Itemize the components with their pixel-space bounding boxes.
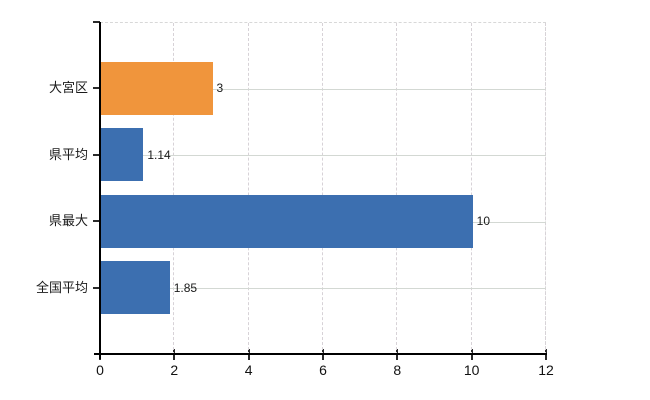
gridline-horizontal [100, 288, 546, 290]
x-tick-label: 2 [170, 362, 179, 378]
category-label: 県平均 [48, 146, 88, 162]
gridline-vertical [470, 23, 472, 355]
y-axis-tick [93, 153, 100, 156]
x-tick-label: 10 [463, 362, 480, 378]
y-axis-tick [93, 21, 100, 23]
gridline-vertical [322, 23, 323, 355]
gridline-vertical [396, 23, 398, 355]
x-tick-label: 8 [393, 362, 402, 378]
bar-value-label: 3 [216, 81, 224, 96]
gridline-horizontal [100, 88, 546, 90]
x-tick-label: 12 [538, 362, 554, 378]
gridline-horizontal [100, 155, 546, 157]
gridline-vertical [173, 23, 175, 355]
bar [101, 261, 170, 315]
bar [101, 194, 473, 248]
category-label: 大宮区 [48, 80, 88, 96]
y-axis [99, 22, 101, 359]
category-label: 県最大 [48, 213, 88, 229]
gridline-vertical [247, 23, 249, 355]
bar-value-label: 1.14 [147, 147, 171, 162]
category-label: 全国平均 [35, 279, 88, 295]
y-axis-tick [93, 286, 100, 289]
bar [101, 61, 213, 115]
y-axis-tick [93, 87, 100, 90]
x-axis [94, 353, 547, 355]
gridline-vertical [545, 23, 546, 355]
bar [101, 128, 144, 182]
bar-value-label: 1.85 [173, 280, 198, 295]
x-tick-label: 0 [96, 362, 104, 378]
x-tick-label: 4 [244, 362, 253, 378]
x-tick-label: 6 [319, 362, 327, 378]
y-axis-tick [93, 220, 100, 223]
bar-value-label: 10 [476, 214, 491, 229]
